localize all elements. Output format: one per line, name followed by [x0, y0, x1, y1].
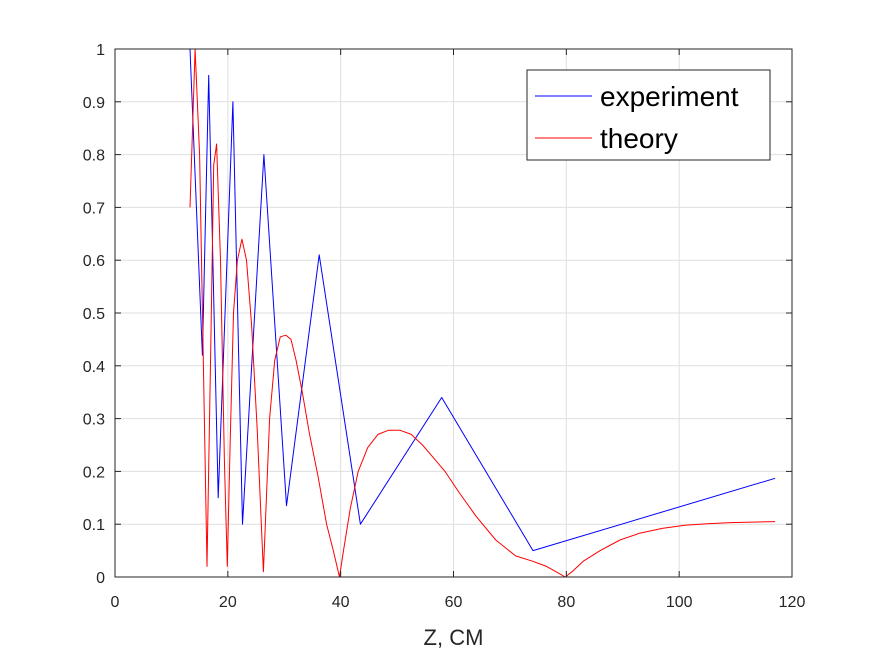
x-tick-label: 40	[332, 594, 350, 611]
legend-box	[526, 69, 771, 161]
series-line-theory	[189, 48, 776, 578]
x-tick-label: 0	[111, 594, 120, 611]
legend: experiment theory	[526, 69, 771, 161]
tick-marks	[114, 48, 793, 578]
y-tick-label: 0.2	[83, 464, 105, 481]
y-tick-label: 0.6	[83, 253, 105, 270]
y-tick-label: 0.7	[83, 200, 105, 217]
legend-label-theory: theory	[600, 123, 678, 154]
y-tick-label: 0.9	[83, 95, 105, 112]
legend-label-experiment: experiment	[600, 81, 739, 112]
x-tick-label: 20	[219, 594, 237, 611]
x-axis-label: Z, CM	[424, 625, 484, 650]
y-tick-label: 0	[96, 570, 105, 587]
y-tick-label: 0.1	[83, 517, 105, 534]
x-tick-label: 100	[666, 594, 693, 611]
x-tick-label: 60	[445, 594, 463, 611]
series-lines	[189, 48, 776, 578]
tick-labels: 0 20 40 60 80 100 120 0 0.1 0.2 0.3 0.4 0.5 0.6 0.7 0.8…	[83, 42, 806, 611]
x-tick-label: 120	[779, 594, 806, 611]
y-tick-label: 1	[96, 42, 105, 59]
y-tick-label: 0.4	[83, 359, 105, 376]
y-tick-label: 0.5	[83, 306, 105, 323]
y-tick-label: 0.8	[83, 148, 105, 165]
y-tick-label: 0.3	[83, 412, 105, 429]
series-line-experiment	[189, 48, 776, 552]
x-tick-label: 80	[557, 594, 575, 611]
